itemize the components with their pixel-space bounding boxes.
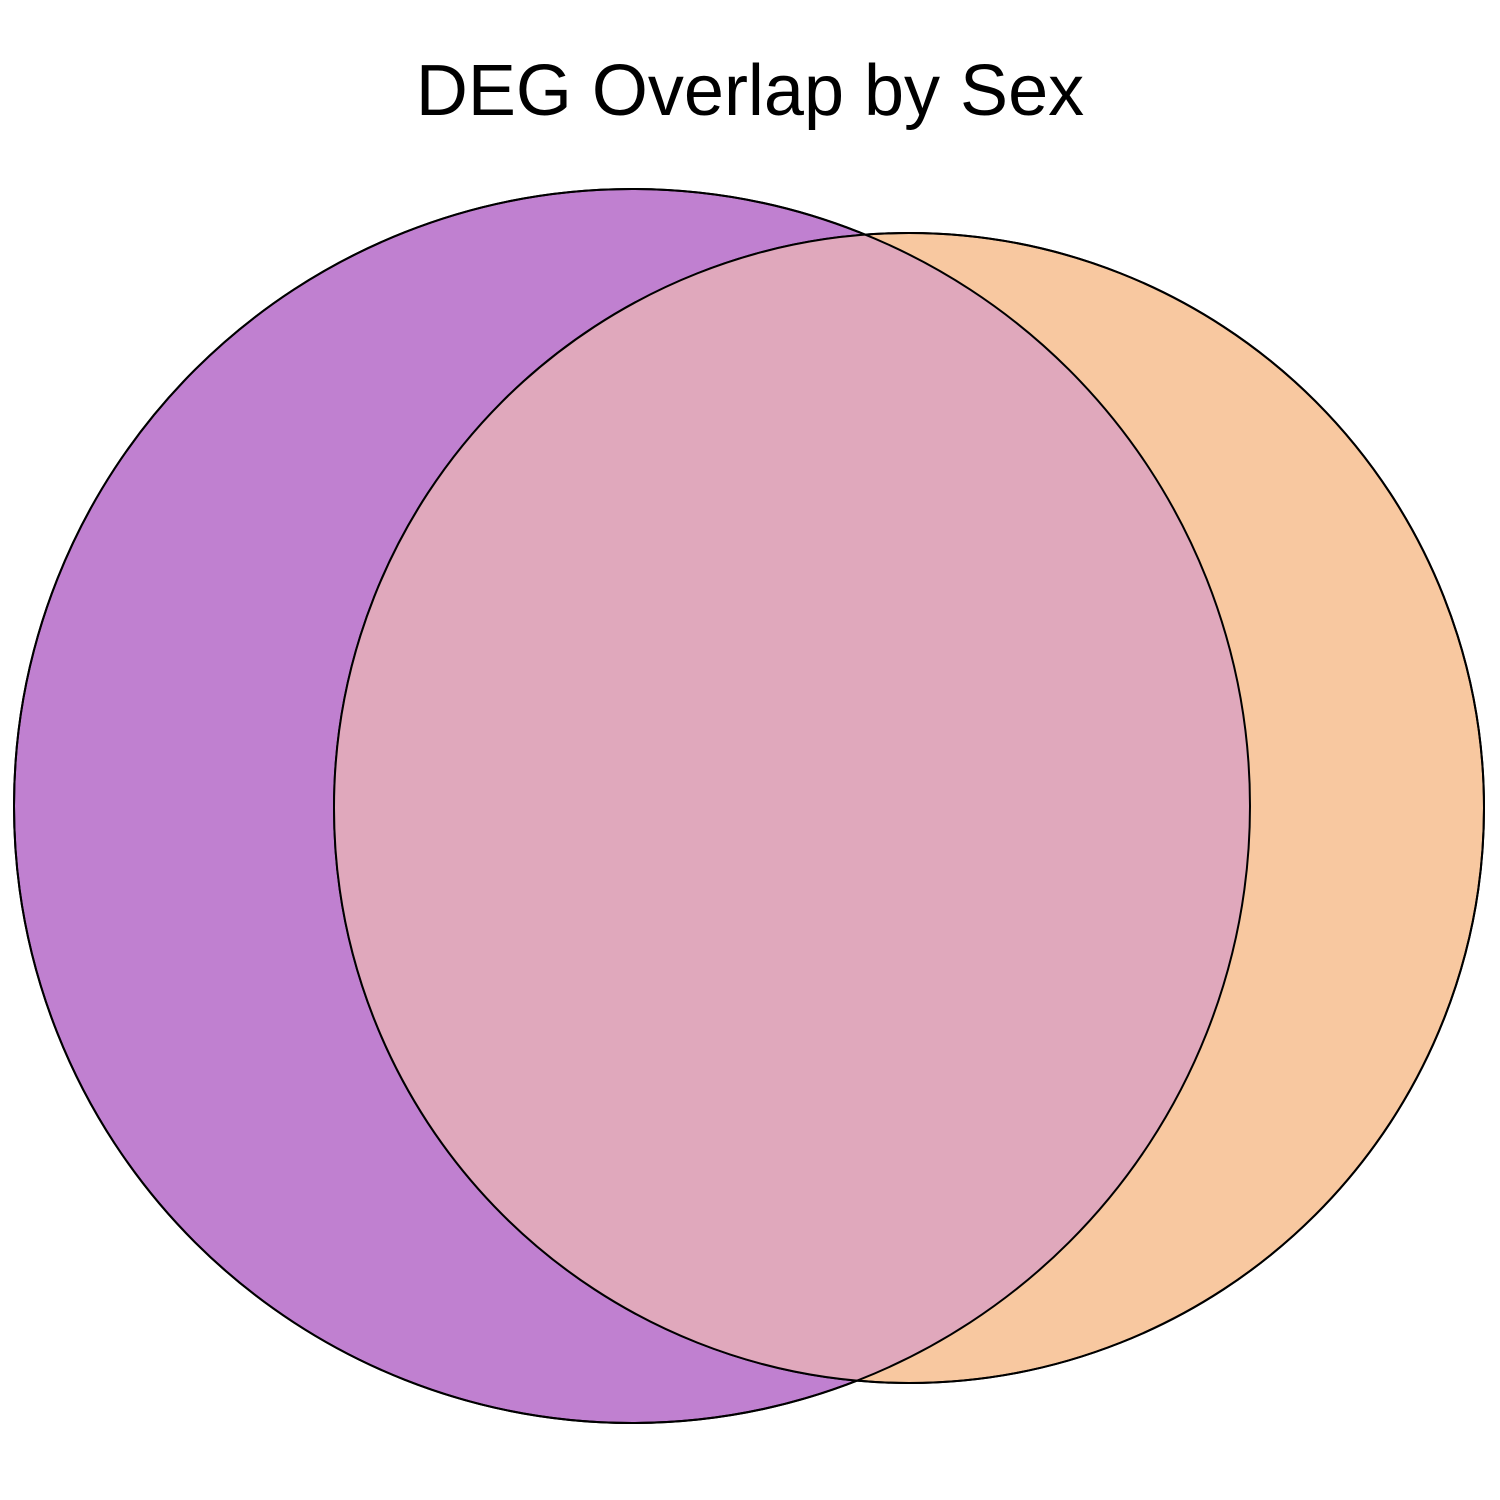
set-a-outline (13, 188, 1251, 1424)
chart-title: DEG Overlap by Sex (415, 51, 1085, 131)
set-b-outline (333, 232, 1485, 1384)
